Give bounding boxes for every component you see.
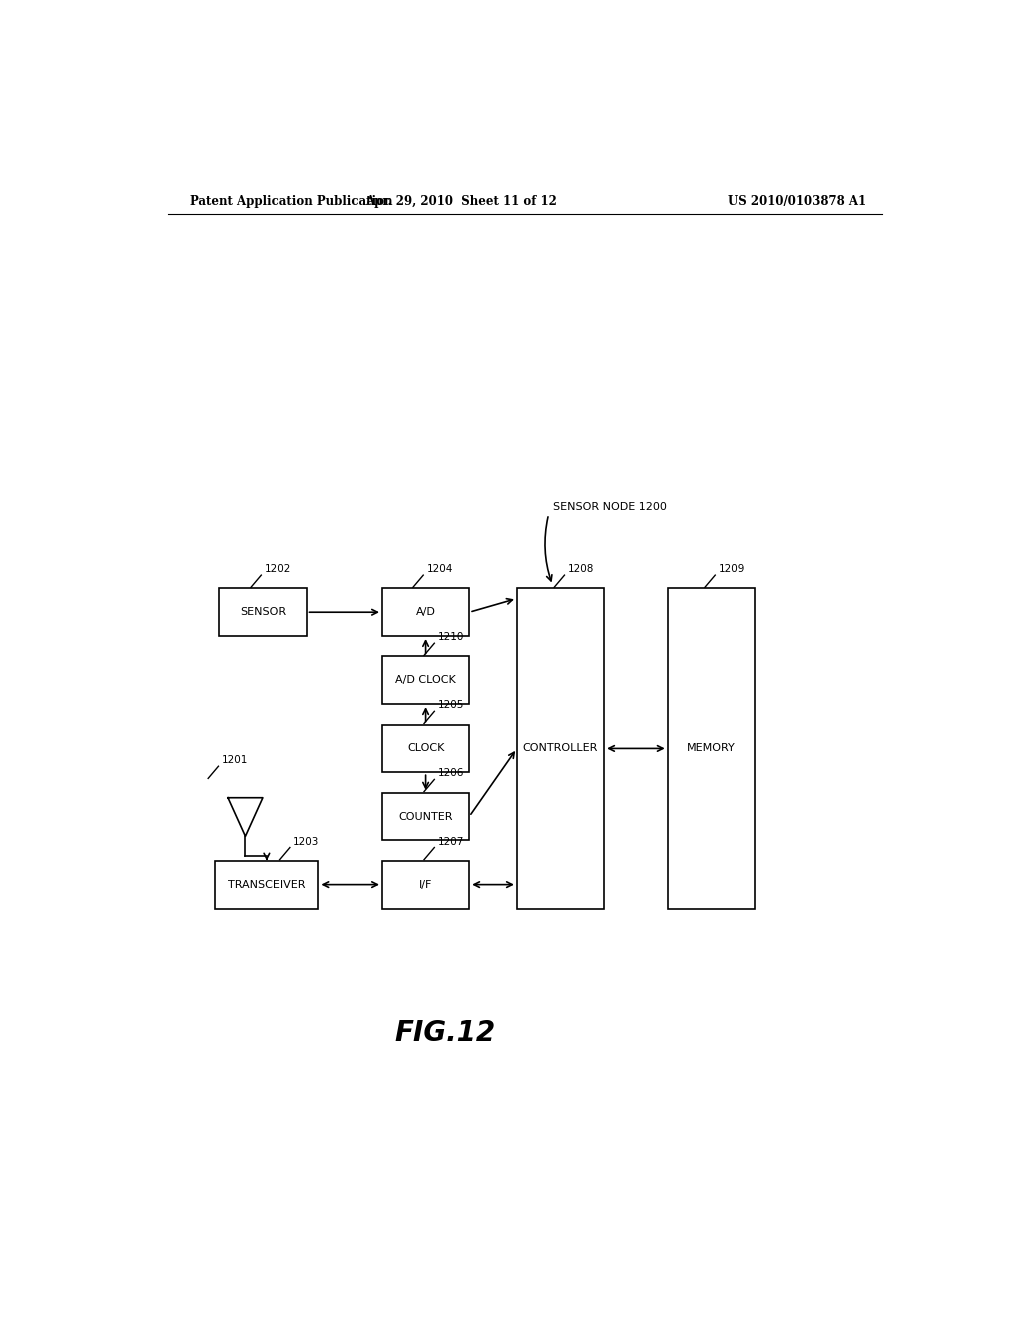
Bar xyxy=(382,589,469,636)
Bar xyxy=(668,589,755,908)
Bar xyxy=(382,861,469,908)
Text: 1208: 1208 xyxy=(567,564,594,574)
Text: SENSOR: SENSOR xyxy=(240,607,286,618)
Text: Patent Application Publication: Patent Application Publication xyxy=(189,194,392,207)
Text: 1202: 1202 xyxy=(264,564,291,574)
Text: 1203: 1203 xyxy=(293,837,319,846)
Text: US 2010/0103878 A1: US 2010/0103878 A1 xyxy=(728,194,866,207)
Text: CONTROLLER: CONTROLLER xyxy=(523,743,598,754)
Text: 1209: 1209 xyxy=(719,564,744,574)
Text: 1201: 1201 xyxy=(221,755,248,766)
Text: FIG.12: FIG.12 xyxy=(395,1019,496,1047)
Text: 1206: 1206 xyxy=(437,768,464,779)
Bar xyxy=(382,792,469,841)
Text: MEMORY: MEMORY xyxy=(687,743,735,754)
Text: 1204: 1204 xyxy=(426,564,453,574)
Bar xyxy=(382,656,469,704)
Bar xyxy=(215,861,318,908)
Text: TRANSCEIVER: TRANSCEIVER xyxy=(228,879,305,890)
Text: 1205: 1205 xyxy=(437,701,464,710)
Text: SENSOR NODE 1200: SENSOR NODE 1200 xyxy=(553,502,667,512)
Text: 1207: 1207 xyxy=(437,837,464,846)
Bar xyxy=(219,589,306,636)
Text: A/D CLOCK: A/D CLOCK xyxy=(395,676,456,685)
Text: Apr. 29, 2010  Sheet 11 of 12: Apr. 29, 2010 Sheet 11 of 12 xyxy=(366,194,557,207)
Bar xyxy=(517,589,604,908)
Bar xyxy=(382,725,469,772)
Text: A/D: A/D xyxy=(416,607,435,618)
Text: I/F: I/F xyxy=(419,879,432,890)
Text: COUNTER: COUNTER xyxy=(398,812,453,821)
Text: 1210: 1210 xyxy=(437,632,464,643)
Text: CLOCK: CLOCK xyxy=(407,743,444,754)
